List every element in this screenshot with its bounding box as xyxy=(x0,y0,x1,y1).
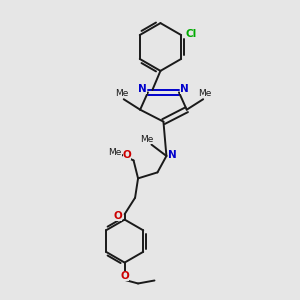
Text: N: N xyxy=(139,84,147,94)
Text: Me: Me xyxy=(198,89,211,98)
Text: N: N xyxy=(168,150,177,161)
Text: N: N xyxy=(180,84,188,94)
Text: Cl: Cl xyxy=(185,28,196,38)
Text: O: O xyxy=(114,211,122,221)
Text: Me: Me xyxy=(108,148,122,157)
Text: O: O xyxy=(123,150,131,160)
Text: O: O xyxy=(120,271,129,281)
Text: Me: Me xyxy=(140,135,154,144)
Text: Me: Me xyxy=(116,89,129,98)
